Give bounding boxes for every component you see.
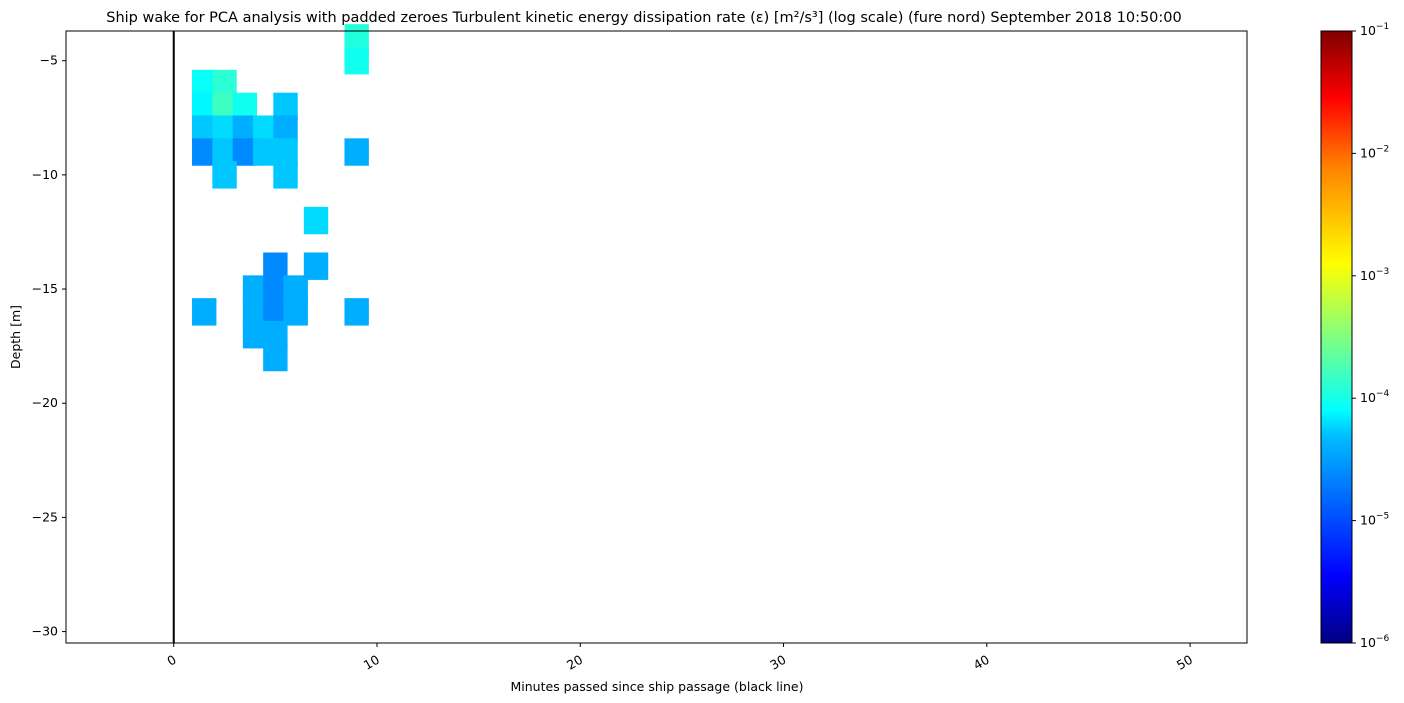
x-tick-label: 20 <box>564 652 585 673</box>
chart-title: Ship wake for PCA analysis with padded z… <box>106 10 1182 26</box>
heatmap-cell <box>212 161 237 189</box>
colorbar-ticks: 10−6 10−5 10−4 10−3 10−2 10−1 <box>1352 22 1389 650</box>
heatmap-cell <box>263 343 288 372</box>
x-tick-label: 50 <box>1174 652 1195 673</box>
colorbar-tick-label: 10−5 <box>1360 512 1389 528</box>
x-axis-ticks: 0 10 20 30 40 50 <box>164 643 1195 673</box>
plot-area <box>65 24 1248 644</box>
plot-frame <box>65 30 1248 644</box>
heatmap-cell <box>273 161 298 189</box>
heatmap-cell <box>344 46 369 75</box>
heatmap-cell <box>344 138 369 166</box>
colorbar-tick-label: 10−6 <box>1360 634 1389 650</box>
y-tick-label: −10 <box>32 167 58 182</box>
heatmap-cell <box>303 206 329 235</box>
colorbar-tick-label: 10−4 <box>1360 389 1389 405</box>
x-axis-label: Minutes passed since ship passage (black… <box>511 679 804 694</box>
x-tick-label: 0 <box>164 652 178 669</box>
heatmap-cells <box>192 24 369 372</box>
colorbar-tick-label: 10−3 <box>1360 267 1389 283</box>
y-tick-label: −30 <box>32 624 58 639</box>
x-tick-label: 10 <box>361 652 382 673</box>
y-tick-label: −20 <box>32 395 58 410</box>
y-axis-label: Depth [m] <box>8 305 23 369</box>
y-tick-label: −15 <box>32 281 58 296</box>
x-tick-label: 40 <box>971 652 992 673</box>
y-tick-label: −25 <box>32 509 58 524</box>
colorbar <box>1320 30 1353 644</box>
y-tick-label: −5 <box>40 53 58 68</box>
heatmap-cell <box>192 298 217 326</box>
heatmap-cell <box>344 298 369 326</box>
y-axis-ticks: −5 −10 −15 −20 −25 −30 <box>32 53 66 639</box>
heatmap-cell <box>273 138 298 166</box>
colorbar-tick-label: 10−2 <box>1360 144 1389 160</box>
colorbar-tick-label: 10−1 <box>1360 22 1389 38</box>
x-tick-label: 30 <box>767 652 788 673</box>
